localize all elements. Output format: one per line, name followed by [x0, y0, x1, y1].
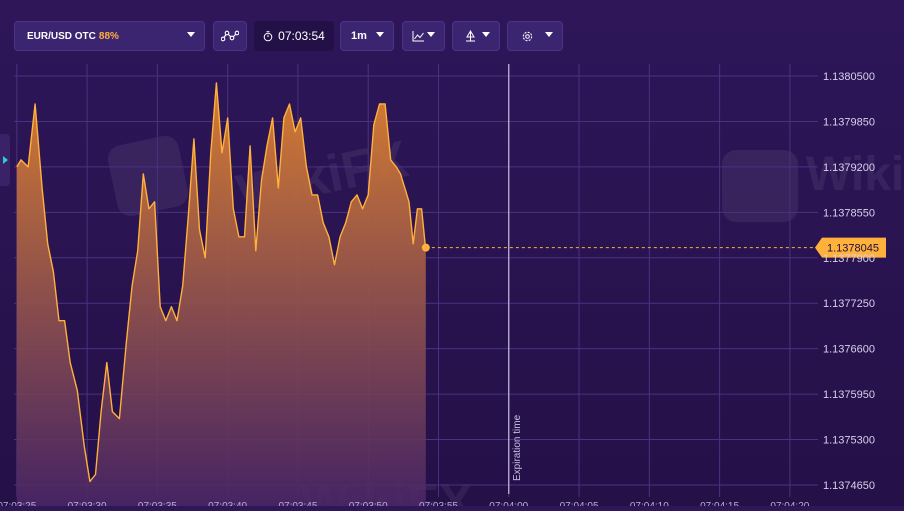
chevron-right-icon — [3, 156, 8, 164]
gear-icon — [522, 31, 533, 41]
chart-settings-selector[interactable] — [507, 21, 563, 51]
price-area-fill — [16, 83, 426, 506]
y-tick-label: 1.1380500 — [823, 71, 875, 83]
asset-payout: 88% — [98, 30, 119, 42]
y-axis-ticks: 1.1380500 1.1379850 1.1379200 1.1378550 1.13… — [823, 71, 875, 492]
x-tick-label: 07:03:30 — [68, 501, 107, 506]
server-time: 07:03:54 — [254, 21, 334, 51]
stopwatch-icon — [263, 30, 273, 41]
x-tick-label: 07:03:50 — [349, 501, 388, 506]
side-panel-toggle[interactable] — [0, 134, 10, 186]
chart-toolbar: EUR/USD OTC 88% 07:03:54 1m — [0, 0, 904, 70]
y-tick-label: 1.1374650 — [823, 480, 875, 492]
x-tick-label: 07:04:05 — [560, 501, 599, 506]
current-price-dot — [421, 243, 430, 252]
y-tick-label: 1.1379850 — [823, 116, 875, 128]
x-tick-label: 07:03:55 — [419, 501, 458, 506]
y-tick-label: 1.1377250 — [823, 298, 875, 310]
y-tick-label: 1.1377900 — [823, 253, 875, 265]
timeframe-selector[interactable]: 1m — [340, 21, 394, 51]
x-tick-label: 07:04:15 — [700, 501, 739, 506]
x-tick-label: 07:03:40 — [208, 501, 247, 506]
chevron-down-icon — [545, 32, 553, 37]
drawing-tools-selector[interactable] — [452, 21, 500, 51]
chevron-down-icon — [187, 32, 195, 37]
current-price-tag: 1.1378045 — [815, 237, 886, 258]
price-chart-svg: WikiFX WikiFX WikiFX Expiration time 1.1… — [0, 64, 904, 511]
x-tick-label: 07:04:00 — [489, 501, 528, 506]
asset-selector[interactable]: EUR/USD OTC 88% — [14, 21, 205, 51]
chevron-down-icon — [482, 32, 490, 37]
timer-text: 07:03:54 — [278, 29, 325, 43]
y-tick-label: 1.1376600 — [823, 344, 875, 356]
price-chart[interactable]: WikiFX WikiFX WikiFX Expiration time 1.1… — [0, 62, 904, 511]
price-line — [16, 82, 427, 483]
y-tick-label: 1.1375950 — [823, 389, 875, 401]
y-tick-label: 1.1379200 — [823, 162, 875, 174]
y-tick-label: 1.1375300 — [823, 435, 875, 447]
line-chart-icon — [412, 30, 424, 41]
x-tick-label: 07:04:10 — [630, 501, 669, 506]
chevron-down-icon — [427, 32, 435, 37]
x-tick-label: 07:03:45 — [278, 501, 317, 506]
pen-tool-icon — [466, 30, 475, 42]
chart-type-selector[interactable] — [402, 21, 445, 51]
y-tick-label: 1.1378550 — [823, 207, 875, 219]
timeframe-label: 1m — [351, 30, 367, 42]
watermark-text: WikiFX — [806, 148, 904, 201]
expiration-label: Expiration time — [512, 414, 523, 481]
chevron-down-icon — [376, 32, 384, 37]
current-price-tag-shape — [815, 237, 886, 258]
current-price-label: 1.1378045 — [827, 243, 879, 255]
x-tick-label: 07:03:35 — [138, 501, 177, 506]
x-tick-label: 07:03:25 — [0, 501, 37, 506]
chain-nodes-icon — [221, 30, 239, 42]
indicators-button[interactable] — [213, 21, 247, 51]
asset-name: EUR/USD OTC — [27, 30, 96, 42]
x-tick-label: 07:04:20 — [770, 501, 809, 506]
